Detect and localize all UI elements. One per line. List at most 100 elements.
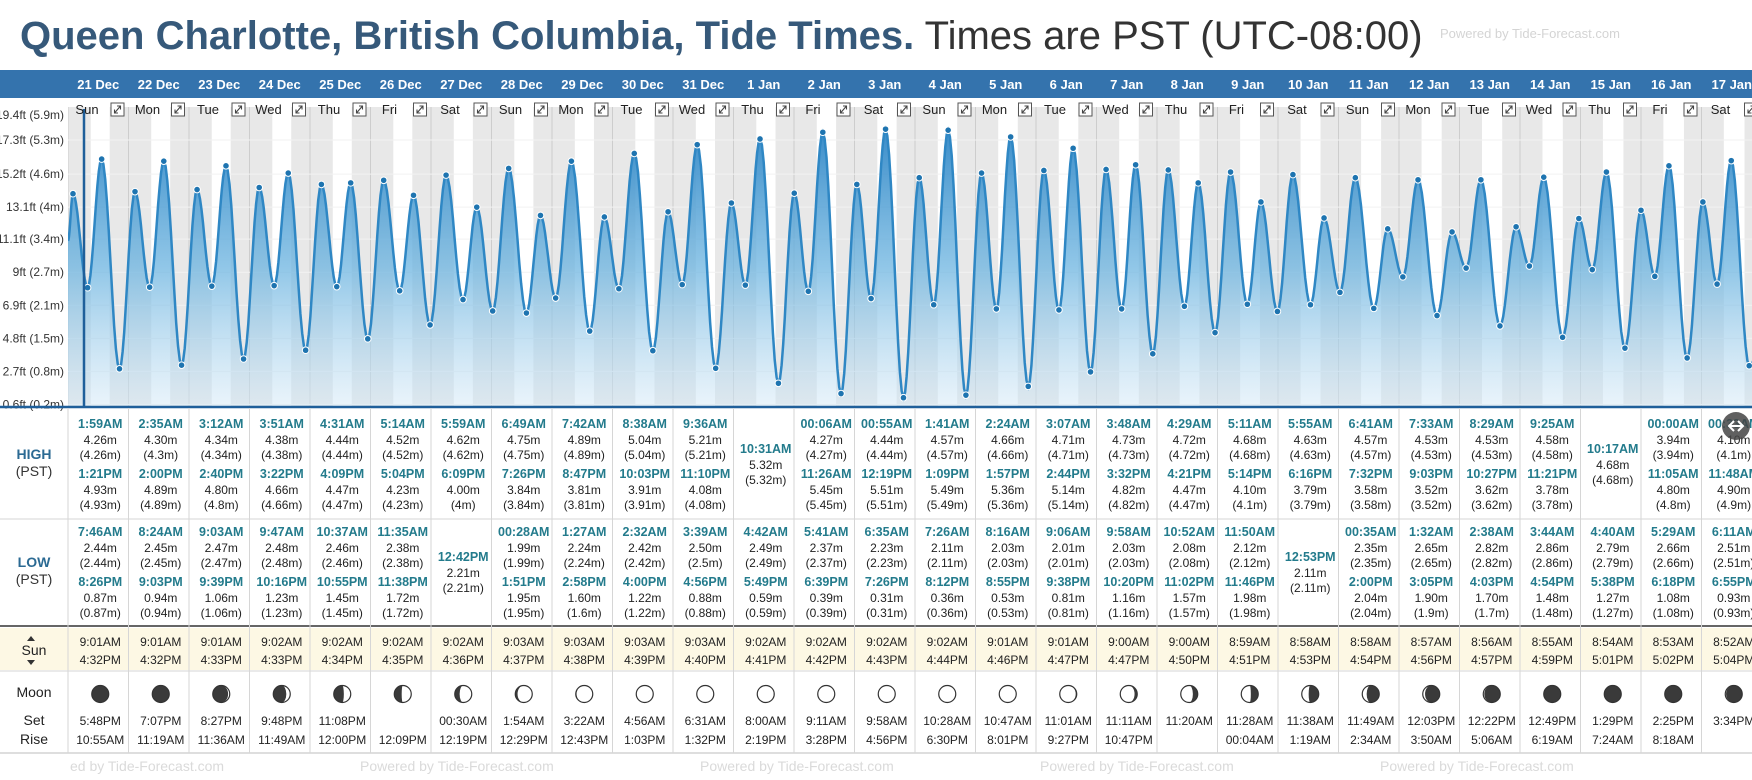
low-tide-point[interactable]	[678, 280, 687, 289]
expand-icon[interactable]	[594, 102, 609, 117]
expand-icon[interactable]	[1139, 102, 1153, 117]
high-tide-point[interactable]	[193, 185, 201, 194]
low-tide-point[interactable]	[270, 281, 278, 290]
expand-icon[interactable]	[1320, 102, 1335, 117]
low-tide-point[interactable]	[363, 335, 372, 343]
low-tide-point[interactable]	[1369, 304, 1378, 313]
low-tide-point[interactable]	[1433, 311, 1441, 320]
high-tide-point[interactable]	[222, 162, 230, 170]
low-tide-point[interactable]	[488, 307, 497, 315]
low-tide-point[interactable]	[1713, 280, 1721, 288]
high-tide-point[interactable]	[944, 126, 952, 134]
low-tide-point[interactable]	[1496, 322, 1504, 330]
low-tide-point[interactable]	[83, 283, 92, 292]
high-tide-point[interactable]	[1602, 168, 1611, 176]
low-tide-point[interactable]	[1683, 354, 1691, 362]
high-tide-point[interactable]	[472, 203, 481, 211]
high-tide-point[interactable]	[1006, 133, 1015, 141]
expand-icon[interactable]	[413, 102, 427, 117]
high-tide-point[interactable]	[1699, 198, 1707, 206]
high-tide-point[interactable]	[379, 176, 388, 185]
low-tide-point[interactable]	[1621, 344, 1629, 352]
high-tide-point[interactable]	[1637, 206, 1645, 215]
high-tide-point[interactable]	[693, 140, 702, 149]
low-tide-point[interactable]	[804, 287, 813, 296]
expand-icon[interactable]	[1683, 102, 1698, 117]
expand-icon[interactable]	[655, 102, 669, 117]
high-tide-point[interactable]	[536, 211, 545, 220]
high-tide-point[interactable]	[1539, 173, 1548, 181]
high-tide-point[interactable]	[284, 169, 293, 177]
high-tide-point[interactable]	[1131, 160, 1140, 169]
low-tide-point[interactable]	[1086, 368, 1095, 376]
low-tide-point[interactable]	[837, 389, 845, 398]
high-tide-point[interactable]	[664, 207, 672, 216]
expand-icon[interactable]	[1744, 102, 1752, 117]
high-tide-point[interactable]	[317, 180, 326, 189]
low-tide-point[interactable]	[1588, 265, 1597, 274]
expand-icon[interactable]	[1260, 102, 1274, 117]
low-tide-point[interactable]	[301, 346, 310, 355]
high-tide-point[interactable]	[1194, 179, 1203, 187]
high-tide-point[interactable]	[97, 155, 106, 163]
expand-icon[interactable]	[776, 102, 790, 117]
expand-icon[interactable]	[836, 102, 851, 117]
high-tide-point[interactable]	[1320, 214, 1328, 222]
high-tide-point[interactable]	[1102, 165, 1110, 174]
low-tide-point[interactable]	[741, 281, 750, 289]
high-tide-point[interactable]	[1257, 198, 1265, 206]
low-tide-point[interactable]	[774, 379, 783, 388]
high-tide-point[interactable]	[1226, 168, 1235, 176]
high-tide-point[interactable]	[1383, 225, 1392, 233]
low-tide-point[interactable]	[395, 287, 404, 295]
expand-icon[interactable]	[110, 102, 125, 117]
expand-icon[interactable]	[1623, 102, 1637, 117]
expand-icon[interactable]	[1381, 102, 1395, 117]
low-tide-point[interactable]	[1148, 350, 1157, 358]
low-tide-point[interactable]	[711, 364, 720, 373]
low-tide-point[interactable]	[426, 321, 434, 329]
expand-icon[interactable]	[292, 102, 306, 117]
low-tide-point[interactable]	[551, 294, 560, 302]
high-tide-point[interactable]	[159, 157, 168, 165]
expand-icon[interactable]	[957, 102, 972, 117]
expand-icon[interactable]	[1078, 102, 1093, 117]
low-tide-point[interactable]	[649, 346, 657, 355]
low-tide-point[interactable]	[867, 294, 875, 303]
low-tide-point[interactable]	[1745, 361, 1752, 370]
high-tide-point[interactable]	[881, 125, 890, 133]
low-tide-point[interactable]	[1024, 382, 1033, 391]
high-tide-point[interactable]	[600, 213, 609, 221]
expand-icon[interactable]	[897, 102, 911, 117]
high-tide-point[interactable]	[442, 171, 450, 179]
expand-icon[interactable]	[1018, 102, 1032, 117]
low-tide-point[interactable]	[1399, 273, 1407, 281]
low-tide-point[interactable]	[1180, 302, 1189, 311]
expand-icon[interactable]	[534, 102, 548, 117]
low-tide-point[interactable]	[1558, 333, 1567, 342]
high-tide-point[interactable]	[504, 164, 513, 173]
high-tide-point[interactable]	[1164, 166, 1173, 174]
expand-icon[interactable]	[715, 102, 730, 117]
high-tide-point[interactable]	[1727, 156, 1736, 165]
high-tide-point[interactable]	[1351, 173, 1360, 182]
high-tide-point[interactable]	[915, 173, 924, 182]
low-tide-point[interactable]	[522, 309, 531, 317]
high-tide-point[interactable]	[1665, 162, 1673, 170]
high-tide-point[interactable]	[1575, 214, 1583, 223]
low-tide-point[interactable]	[459, 295, 467, 304]
expand-icon[interactable]	[473, 102, 488, 117]
scroll-right-icon[interactable]	[1722, 412, 1750, 440]
low-tide-point[interactable]	[332, 282, 341, 291]
high-tide-point[interactable]	[790, 189, 799, 197]
low-tide-point[interactable]	[115, 365, 124, 373]
low-tide-point[interactable]	[1336, 288, 1344, 297]
expand-icon[interactable]	[1199, 102, 1214, 117]
high-tide-point[interactable]	[255, 183, 264, 192]
low-tide-point[interactable]	[929, 300, 938, 309]
high-tide-point[interactable]	[1448, 228, 1456, 236]
expand-icon[interactable]	[171, 102, 185, 117]
high-tide-point[interactable]	[567, 157, 576, 165]
low-tide-point[interactable]	[899, 393, 908, 402]
high-tide-point[interactable]	[1040, 166, 1048, 175]
